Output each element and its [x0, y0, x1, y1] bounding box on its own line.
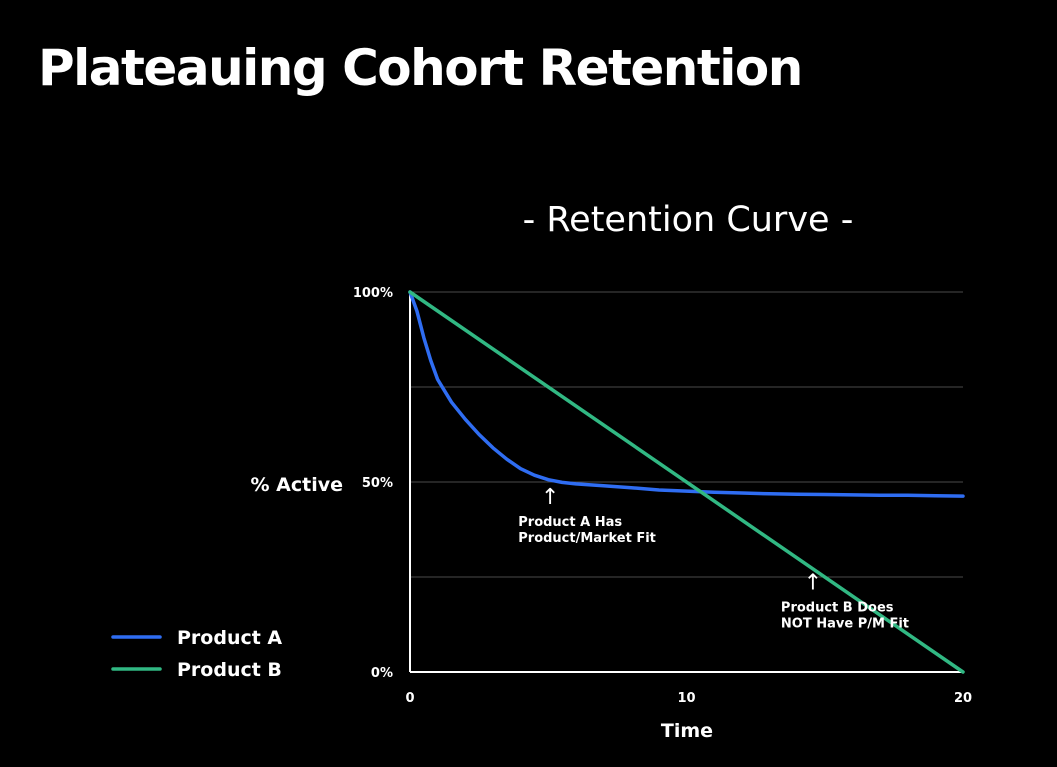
- legend-label: Product A: [177, 627, 282, 649]
- y-tick-label: 50%: [362, 476, 393, 491]
- x-tick-label: 10: [677, 691, 695, 706]
- tick-labels: 0% 50% 100% 0 10 20: [353, 286, 972, 706]
- axes: [409, 292, 963, 673]
- annotation-text: NOT Have P/M Fit: [781, 617, 909, 632]
- annotation-arrow: ↑: [541, 485, 559, 510]
- y-tick-label: 100%: [353, 286, 393, 301]
- y-tick-label: 0%: [371, 666, 393, 681]
- annotation-arrow: ↑: [804, 571, 822, 596]
- annotation-text: Product/Market Fit: [518, 531, 656, 546]
- series-lines: [408, 290, 965, 674]
- legend: Product A Product B: [111, 627, 282, 681]
- series-line-product-b: [408, 290, 965, 674]
- annotation-text: Product A Has: [518, 515, 622, 530]
- x-axis-label: Time: [661, 720, 713, 742]
- chart-title: - Retention Curve -: [523, 200, 854, 240]
- slide-title: Plateauing Cohort Retention: [38, 39, 803, 97]
- legend-label: Product B: [177, 659, 282, 681]
- y-axis-label: % Active: [251, 474, 344, 496]
- gridlines: [410, 291, 963, 578]
- annotation-text: Product B Does: [781, 601, 894, 616]
- x-tick-label: 20: [954, 691, 972, 706]
- series-line-product-a: [408, 290, 965, 498]
- x-tick-label: 0: [405, 691, 414, 706]
